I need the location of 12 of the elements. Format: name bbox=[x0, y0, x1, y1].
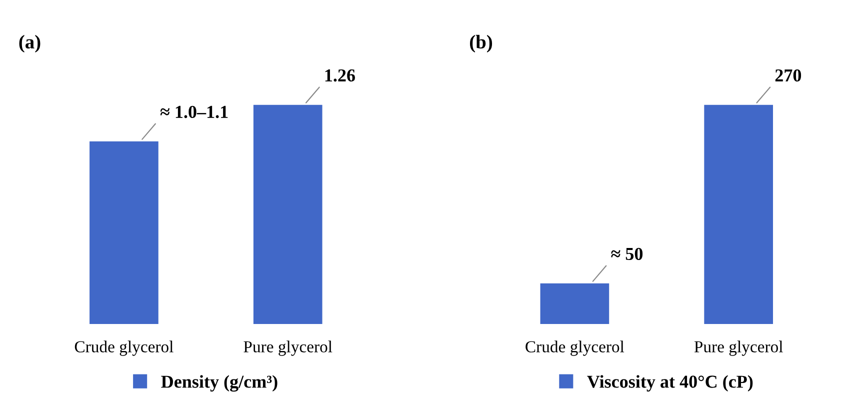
data-label: 1.26 bbox=[325, 69, 355, 82]
x-tick-label: Crude glycerol bbox=[526, 340, 624, 356]
chart-title: (a) bbox=[19, 34, 40, 53]
x-tick-label: Crude glycerol bbox=[74, 340, 174, 356]
data-label: ≈ 50 bbox=[611, 248, 643, 260]
chart-title: (b) bbox=[470, 34, 492, 53]
x-tick-label: Pure glycerol bbox=[244, 340, 332, 356]
data-label: ≈ 1.0–1.1 bbox=[160, 106, 228, 118]
data-label: 270 bbox=[775, 69, 802, 82]
legend-label: Density (g/cm³) bbox=[161, 375, 278, 392]
legend-label: Viscosity at 40°C (cP) bbox=[587, 375, 753, 392]
x-tick-label: Pure glycerol bbox=[694, 340, 783, 356]
